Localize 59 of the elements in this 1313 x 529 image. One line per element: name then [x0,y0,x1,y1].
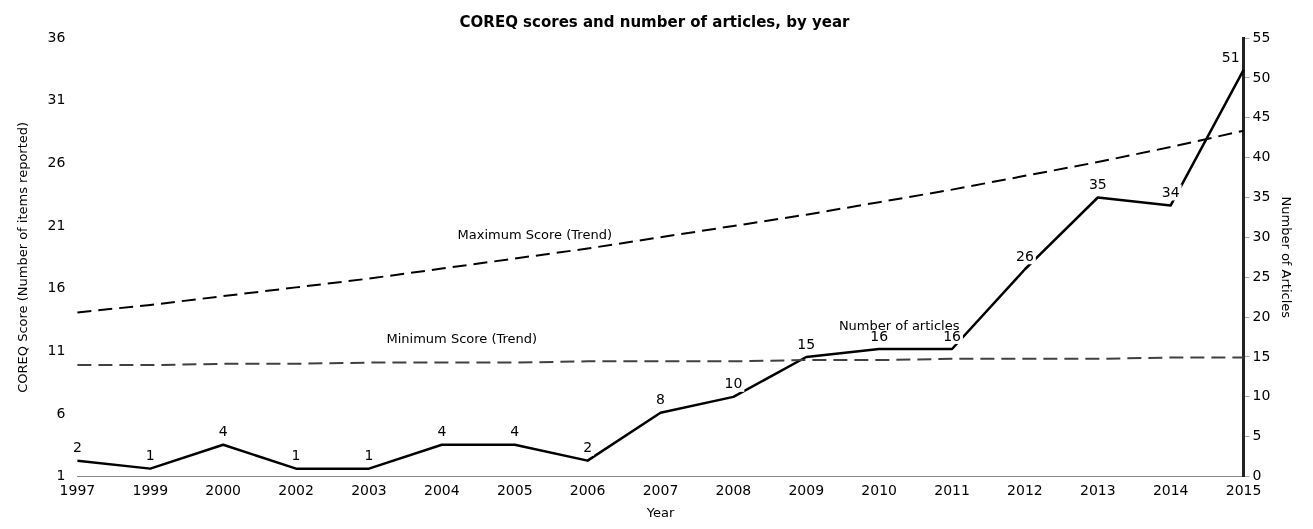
x-tick-label: 2002 [278,481,314,498]
x-tick-label: 2010 [861,481,897,498]
y-tick-label: 16 [47,279,66,296]
data-label: 8 [656,391,665,408]
x-tick-label: 2013 [1079,481,1116,498]
y-tick-label: 31 [47,91,66,108]
data-label: 35 [1088,176,1107,193]
x-tick-label: 2000 [205,481,242,498]
x-axis-title: Year [645,504,675,520]
y2-tick-label: 55 [1252,28,1271,45]
y-tick-label: 11 [47,341,66,358]
x-tick-label: 2014 [1152,481,1189,498]
data-label: 51 [1221,48,1240,65]
series-label: Maximum Score (Trend) [457,227,612,243]
x-tick-label: 2003 [351,481,387,498]
y2-tick-label: 10 [1252,387,1271,404]
y2-tick-label: 5 [1252,427,1262,444]
y-axis-title: COREQ Score (Number of items reported) [15,121,31,393]
x-tick-label: 2005 [496,481,533,498]
y2-tick-label: 35 [1252,188,1271,205]
data-label: 15 [797,335,816,352]
y-tick-label: 6 [56,404,66,421]
data-label: 2 [583,439,593,456]
data-label: 10 [724,375,743,392]
data-label: 4 [218,423,228,440]
line-series [76,356,1245,367]
y2-axis-title: Number of Articles [1278,196,1294,319]
x-tick-label: 2004 [424,481,460,498]
y-tick-label: 26 [47,153,66,170]
x-tick-label: 2007 [642,481,679,498]
x-tick-label: 1997 [59,481,96,498]
data-label: 2 [72,439,82,456]
x-tick-label: 2006 [569,481,606,498]
y2-tick-label: 20 [1252,307,1271,324]
x-tick-label: 2011 [934,481,970,498]
y-tick-label: 21 [47,216,66,233]
data-label: 34 [1161,184,1180,201]
series-label: Minimum Score (Trend) [386,331,538,347]
data-label: 4 [510,423,520,440]
y2-tick-label: 45 [1252,108,1271,125]
x-tick-label: 2009 [788,481,825,498]
y2-tick-label: 15 [1252,347,1271,364]
y2-tick-label: 50 [1252,68,1271,85]
data-label: 1 [364,447,374,464]
data-label: 4 [437,423,447,440]
y2-tick-label: 30 [1252,228,1271,244]
x-tick-label: 2012 [1007,481,1043,498]
x-tick-label: 1999 [132,481,169,498]
y2-tick-label: 25 [1252,267,1271,284]
x-tick-label: 2008 [715,481,752,498]
x-tick-label: 2015 [1225,481,1262,498]
y-tick-label: 1 [56,467,66,484]
data-label: 1 [291,447,301,464]
data-label: 26 [1016,247,1034,264]
y2-tick-label: 0 [1252,467,1262,484]
chart-title: COREQ scores and number of articles, by year [459,12,850,31]
y2-tick-label: 40 [1252,148,1271,165]
data-label: 1 [145,447,155,464]
y-tick-label: 36 [47,28,66,45]
